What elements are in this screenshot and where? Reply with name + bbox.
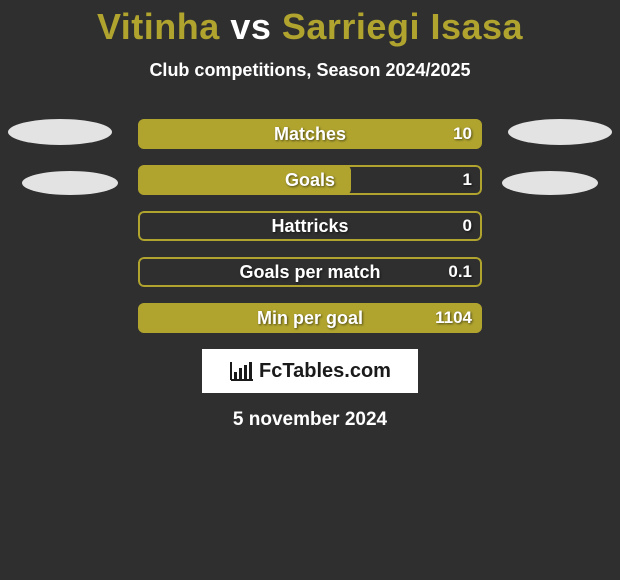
placeholder-ellipse — [8, 119, 112, 145]
title-player1: Vitinha — [97, 6, 220, 47]
placeholder-ellipse — [502, 171, 598, 195]
stat-bar-value: 10 — [453, 119, 472, 149]
logo-text: FcTables.com — [259, 360, 391, 383]
stat-bar-value: 0 — [463, 211, 472, 241]
stat-bar: Min per goal1104 — [138, 303, 482, 333]
stat-bar: Goals per match0.1 — [138, 257, 482, 287]
comparison-chart: Matches10Goals1Hattricks0Goals per match… — [0, 119, 620, 333]
date-label: 5 november 2024 — [0, 409, 620, 431]
fctables-logo[interactable]: FcTables.com — [202, 349, 418, 393]
stat-bar-label: Goals — [138, 165, 482, 195]
stat-bar-label: Min per goal — [138, 303, 482, 333]
stat-bar: Hattricks0 — [138, 211, 482, 241]
stat-bar-value: 1104 — [435, 303, 472, 333]
stat-bar-value: 1 — [463, 165, 472, 195]
stat-bar-label: Hattricks — [138, 211, 482, 241]
placeholder-ellipse — [22, 171, 118, 195]
stat-bar-label: Matches — [138, 119, 482, 149]
subtitle: Club competitions, Season 2024/2025 — [0, 60, 620, 81]
stat-bar: Goals1 — [138, 165, 482, 195]
page-title: Vitinha vs Sarriegi Isasa — [0, 0, 620, 48]
placeholder-ellipse — [508, 119, 612, 145]
stat-bar: Matches10 — [138, 119, 482, 149]
stat-bar-value: 0.1 — [448, 257, 472, 287]
title-player2: Sarriegi Isasa — [282, 6, 523, 47]
stat-bar-label: Goals per match — [138, 257, 482, 287]
title-vs: vs — [230, 6, 271, 47]
bar-chart-icon — [229, 360, 255, 382]
